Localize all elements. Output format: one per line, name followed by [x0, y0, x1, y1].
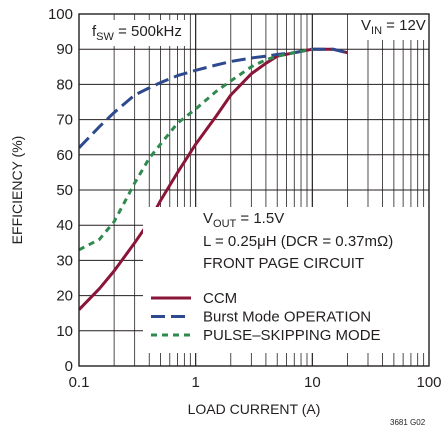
x-tick-label: 1	[191, 374, 199, 391]
vin-annotation-background	[355, 14, 432, 40]
y-tick-label: 30	[56, 252, 73, 269]
x-axis-label: LOAD CURRENT (A)	[188, 401, 321, 417]
vin-annotation: VIN = 12V	[361, 17, 426, 37]
fsw-annotation: fSW = 500kHz	[92, 23, 182, 43]
plot-frame	[78, 13, 430, 367]
legend-background	[143, 207, 436, 353]
y-tick-label: 0	[65, 358, 73, 375]
y-tick-label: 90	[56, 41, 73, 58]
fsw-annotation-background	[86, 20, 188, 46]
series-line	[79, 47, 313, 252]
legend-label: CCM	[203, 290, 237, 307]
y-tick-label: 20	[56, 288, 73, 305]
figure-code: 3681 G02	[390, 418, 426, 427]
x-tick-label: 100	[416, 374, 441, 391]
y-tick-label: 40	[56, 217, 73, 234]
x-tick-label: 10	[304, 374, 321, 391]
vout-annotation: VOUT = 1.5V	[203, 210, 284, 230]
y-tick-label: 60	[56, 147, 73, 164]
series-layer	[79, 47, 348, 311]
y-tick-label: 100	[48, 6, 73, 23]
tick-labels: 0 10 20 30 40 50 60 70 80 90 100 0.1 1 10 100	[48, 6, 442, 391]
y-tick-label: 10	[56, 323, 73, 340]
y-tick-label: 70	[56, 112, 73, 129]
x-tick-label: 0.1	[69, 374, 90, 391]
legend-label: Burst Mode OPERATION	[203, 309, 371, 326]
legend-label: PULSE–SKIPPING MODE	[203, 327, 381, 344]
inductor-annotation: L = 0.25μH (DCR = 0.37mΩ)	[203, 233, 393, 250]
y-tick-label: 50	[56, 182, 73, 199]
y-tick-label: 80	[56, 76, 73, 93]
y-axis-label: EFFICIENCY (%)	[9, 136, 25, 245]
circuit-annotation: FRONT PAGE CIRCUIT	[203, 255, 364, 272]
